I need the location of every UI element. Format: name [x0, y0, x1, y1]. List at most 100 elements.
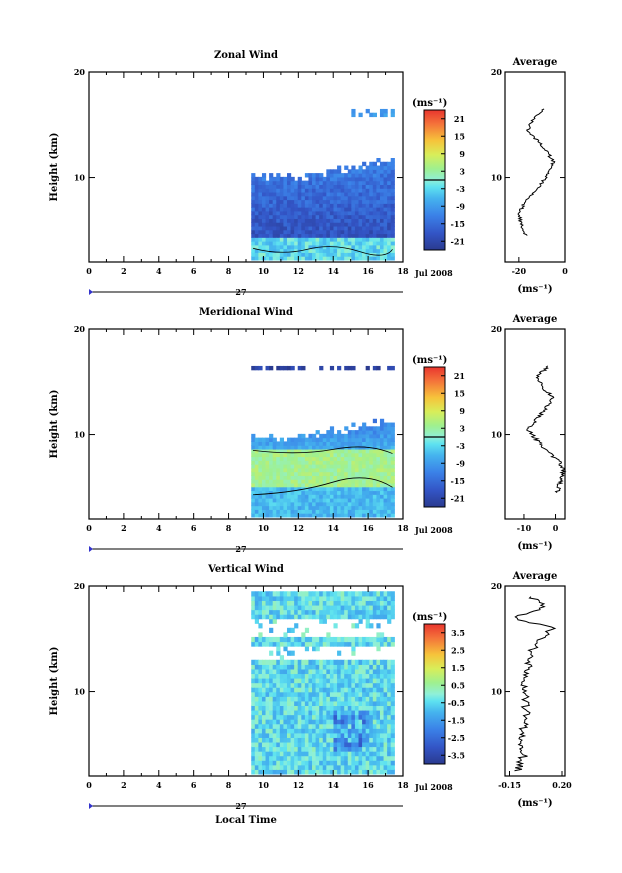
heatmap-cell — [362, 184, 367, 189]
heatmap-cell — [258, 203, 263, 208]
heatmap-cell — [376, 176, 381, 182]
heatmap-cell — [297, 252, 302, 257]
heatmap-cell — [265, 719, 270, 725]
heatmap-cell — [337, 687, 342, 693]
heatmap-cell — [308, 591, 313, 597]
heatmap-cell — [269, 229, 274, 235]
heatmap-cell — [379, 614, 385, 620]
heatmap-cell — [315, 222, 320, 227]
average-frame — [504, 328, 566, 520]
heatmap-cell — [272, 445, 277, 450]
heatmap-cell — [269, 203, 274, 208]
heatmap-cell — [294, 199, 299, 204]
heatmap-cell — [379, 673, 385, 679]
heatmap-cell — [319, 614, 324, 620]
heatmap-cell — [304, 256, 310, 261]
heatmap-cell — [272, 195, 277, 201]
heatmap-cell — [301, 751, 306, 757]
heatmap-cell — [304, 207, 310, 212]
heatmap-cell — [276, 505, 281, 510]
heatmap-cell — [254, 452, 259, 458]
heatmap-cell — [376, 199, 381, 204]
heatmap-cell — [337, 641, 342, 647]
heatmap-cell — [283, 664, 288, 670]
heatmap-cell — [347, 505, 352, 510]
heatmap-cell — [379, 769, 385, 775]
heatmap-cell — [329, 498, 335, 503]
colorbar-tick-label: -1.5 — [448, 715, 465, 725]
heatmap-cell — [269, 437, 274, 443]
heatmap-cell — [251, 678, 256, 684]
heatmap-cell — [351, 650, 356, 656]
heatmap-cell — [344, 636, 349, 643]
heatmap-cell — [308, 176, 313, 182]
heatmap-cell — [347, 764, 352, 770]
heatmap-cell — [286, 437, 292, 443]
heatmap-cell — [365, 682, 370, 688]
heatmap-cell — [279, 218, 285, 223]
heatmap-cell — [269, 460, 274, 465]
heatmap-cell — [390, 673, 395, 679]
heatmap-cell — [301, 490, 306, 495]
heatmap-cell — [251, 513, 256, 518]
heatmap-cell — [294, 604, 299, 611]
heatmap-cell — [358, 203, 363, 208]
heatmap-cell — [279, 609, 285, 615]
heatmap-cell — [329, 737, 335, 743]
heatmap-cell — [354, 229, 360, 235]
heatmap-cell — [390, 176, 395, 182]
heatmap-cell — [286, 464, 292, 469]
heatmap-cell — [283, 191, 288, 197]
heatmap-cell — [351, 184, 356, 189]
heatmap-cell — [347, 225, 352, 231]
heatmap-cell — [372, 687, 377, 693]
heatmap-cell — [344, 609, 349, 615]
heatmap-cell — [265, 709, 270, 716]
heatmap-cell — [379, 248, 385, 253]
heatmap-cell — [301, 614, 306, 620]
heatmap-cell — [251, 741, 256, 748]
heatmap-cell — [254, 237, 259, 242]
heatmap-cell — [340, 764, 345, 770]
heatmap-cell — [347, 244, 352, 250]
heatmap-cell — [297, 668, 302, 675]
heatmap-cell — [376, 719, 381, 725]
heatmap-cell — [387, 441, 392, 446]
heatmap-cell — [265, 237, 270, 242]
heatmap-cell — [258, 456, 263, 461]
heatmap-cell — [387, 256, 392, 261]
heatmap-cell — [261, 176, 267, 182]
heatmap-cell — [344, 755, 349, 761]
heatmap-cell — [312, 188, 317, 193]
heatmap-cell — [283, 482, 288, 488]
heatmap-cell — [390, 498, 395, 503]
heatmap-cell — [347, 490, 352, 495]
heatmap-cell — [387, 769, 392, 775]
heatmap-cell — [294, 229, 299, 235]
heatmap-cell — [340, 494, 345, 499]
colorbar-unit: (ms⁻¹) — [412, 612, 447, 623]
heatmap-cell — [315, 464, 320, 469]
heatmap-cell — [390, 691, 395, 697]
heatmap-cell — [390, 760, 395, 766]
heatmap-cell — [387, 165, 392, 170]
heatmap-cell — [337, 248, 342, 253]
heatmap-cell — [387, 604, 392, 611]
heatmap-cell — [261, 700, 267, 707]
heatmap-cell — [358, 604, 363, 611]
heatmap-cell — [376, 678, 381, 684]
heatmap-cell — [319, 452, 324, 458]
heatmap-cell — [258, 668, 263, 675]
heatmap-cell — [286, 207, 292, 212]
heatmap-cell — [297, 222, 302, 227]
heatmap-cell — [347, 173, 352, 178]
heatmap-cell — [251, 218, 256, 223]
heatmap-cell — [376, 482, 381, 488]
heatmap-cell — [369, 664, 374, 670]
heatmap-cell — [272, 494, 277, 499]
heatmap-cell — [340, 641, 345, 647]
heatmap-cell — [387, 609, 392, 615]
heatmap-cell — [369, 188, 374, 193]
heatmap-cell — [326, 210, 331, 216]
heatmap-cell — [269, 719, 274, 725]
